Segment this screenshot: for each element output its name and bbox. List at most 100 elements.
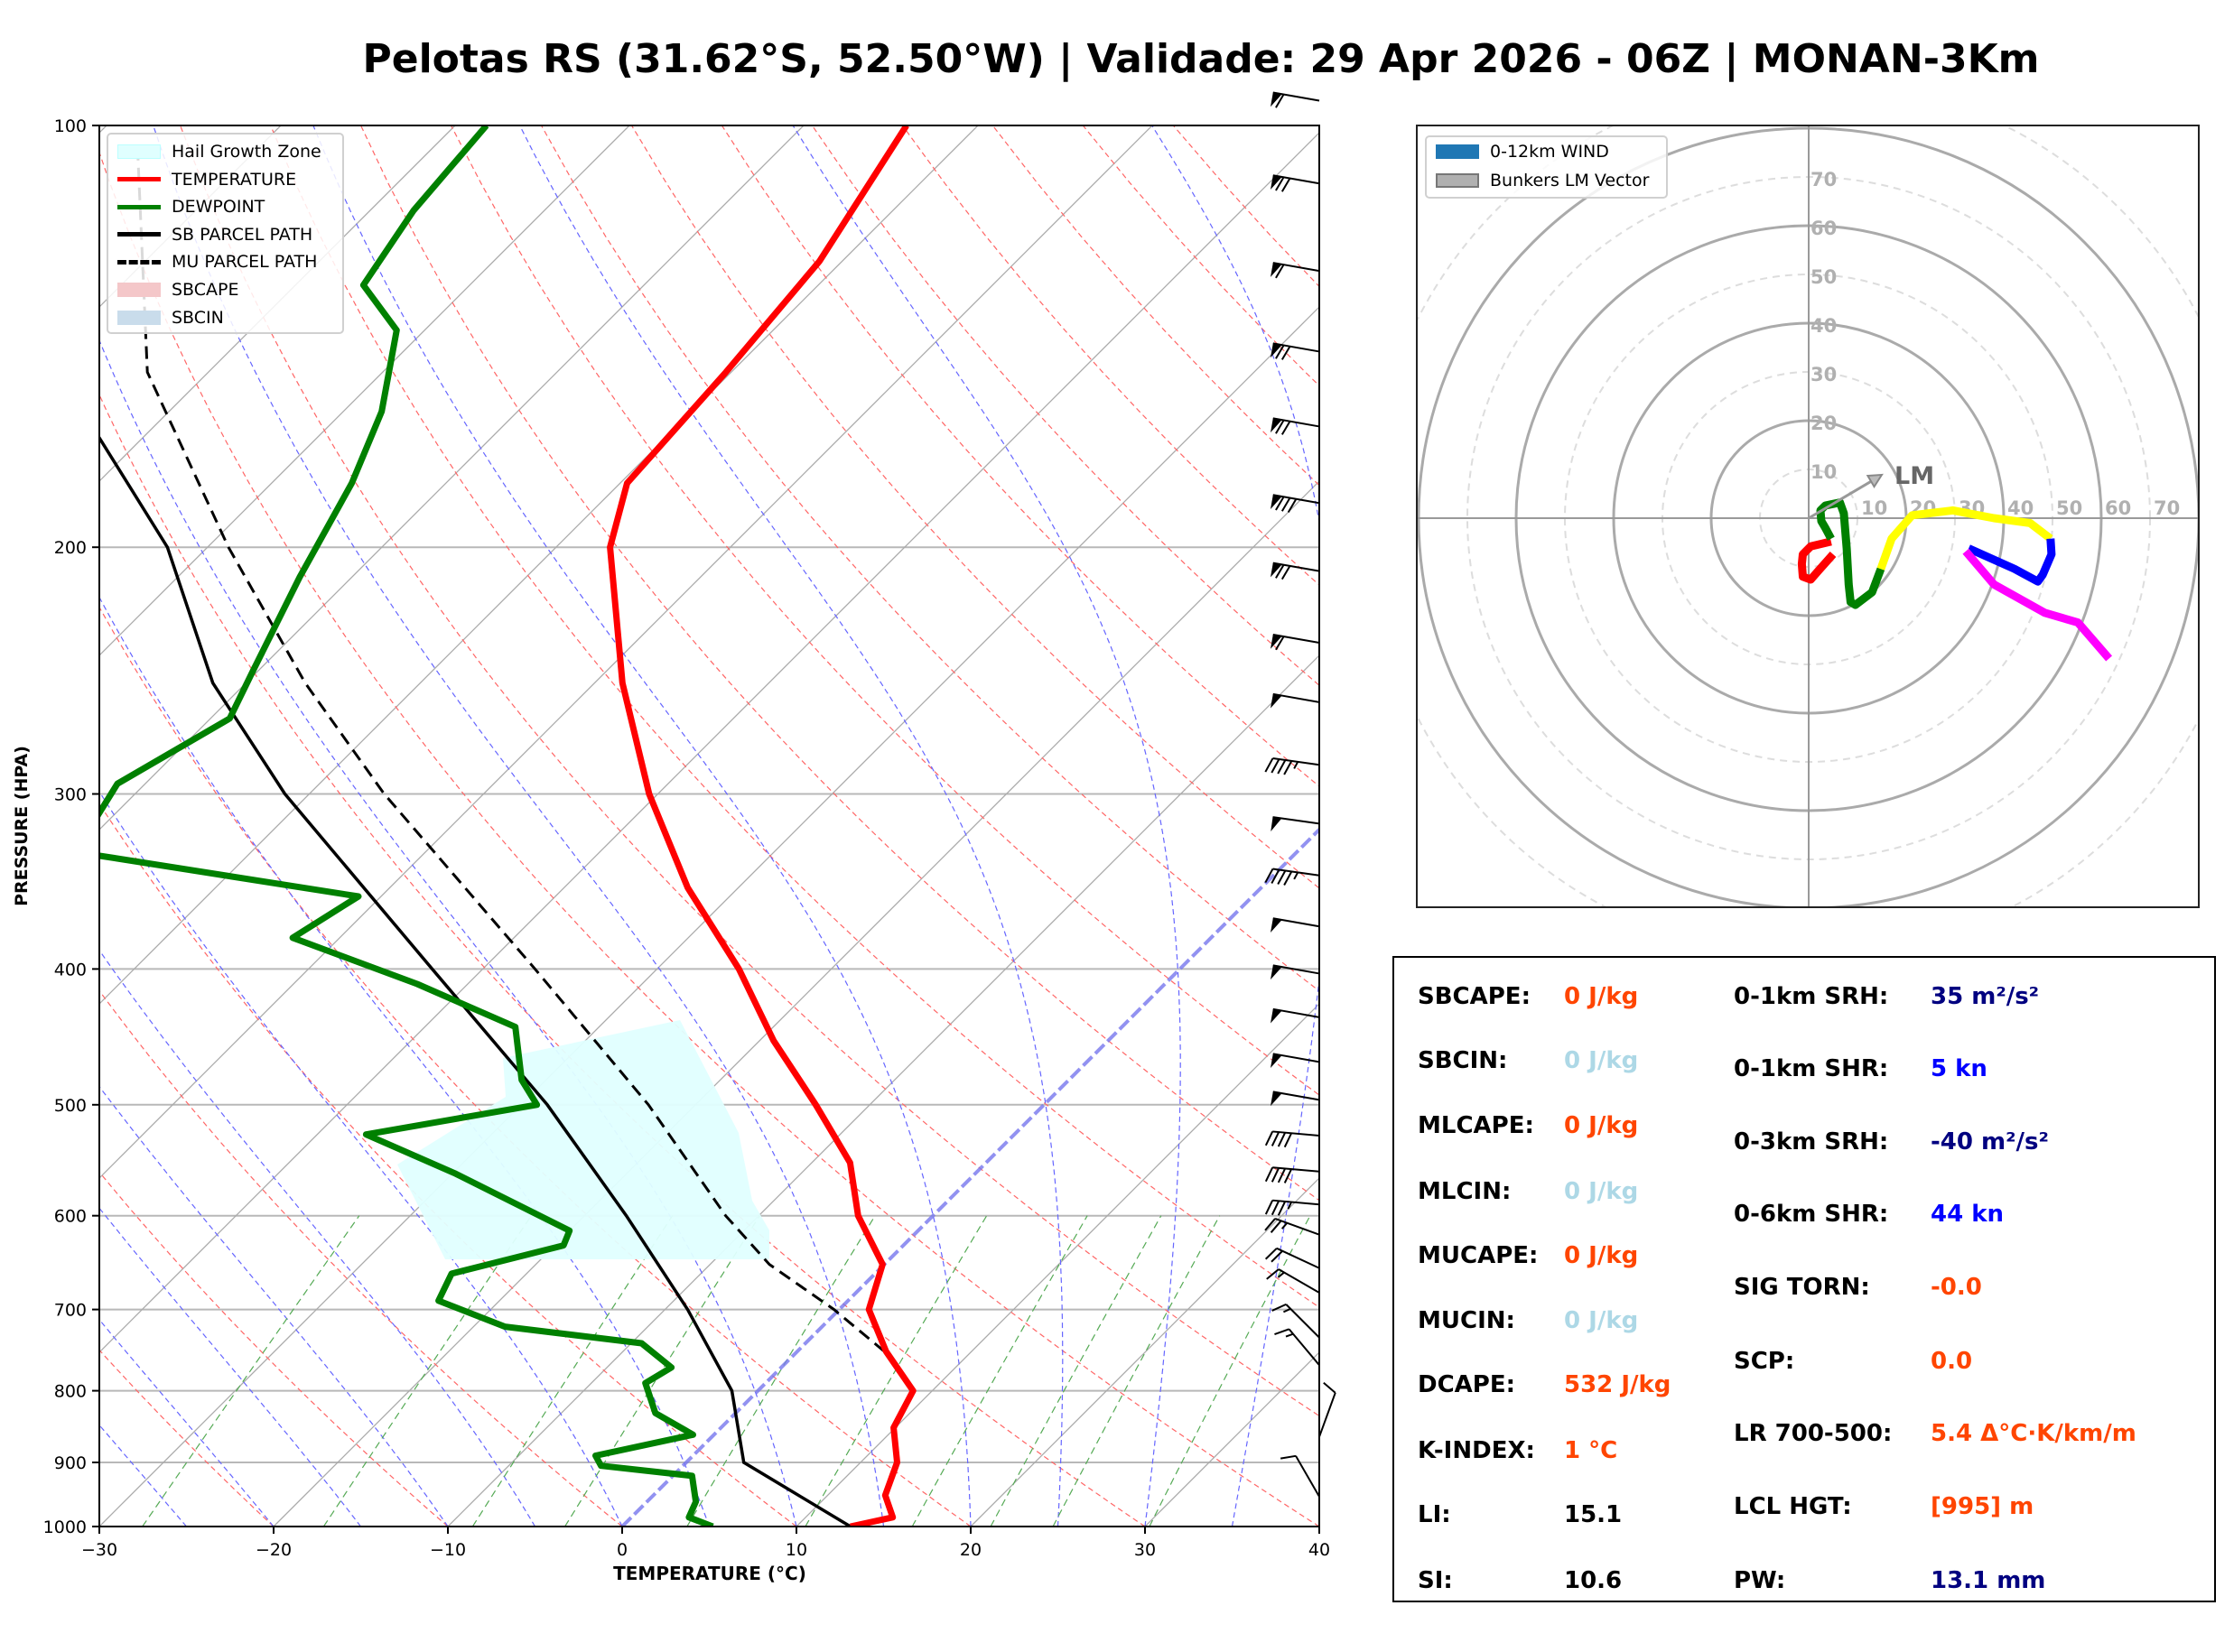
wind-barb (1271, 494, 1320, 513)
legend-item: 0-12km WIND (1427, 140, 1609, 163)
hodograph-trace (1876, 506, 2053, 571)
isotherm (99, 125, 805, 831)
barb-full (1271, 1167, 1280, 1183)
barb-full (1277, 1168, 1287, 1183)
moist-adiabat (1151, 125, 1319, 1527)
x-tick-label: 20 (960, 1540, 982, 1560)
stat-value: 13.1 mm (1931, 1567, 2046, 1594)
stat-value: 532 J/kg (1564, 1371, 1671, 1398)
barb-full (1271, 1200, 1280, 1216)
wind-barb (1271, 417, 1320, 435)
legend-label: TEMPERATURE (172, 169, 297, 190)
barb-staff (1272, 262, 1320, 273)
barb-full (1275, 264, 1285, 279)
legend-item: MU PARCEL PATH (108, 250, 317, 274)
barb-staff (1272, 342, 1320, 353)
stat-label: LI: (1418, 1501, 1451, 1528)
wind-barb (1318, 1381, 1336, 1438)
wind-barb (1264, 1217, 1320, 1236)
stat-label: 0-1km SRH: (1734, 983, 1889, 1010)
legend-label: Bunkers LM Vector (1490, 171, 1650, 190)
barb-full (1280, 346, 1291, 360)
barb-full (1323, 1381, 1336, 1394)
wind-barb (1271, 91, 1320, 108)
y-tick-label: 900 (54, 1453, 87, 1473)
stat-label: 0-1km SHR: (1734, 1055, 1889, 1082)
wind-barb (1271, 1303, 1320, 1339)
legend-label: SBCIN (172, 307, 224, 328)
barb-staff (1274, 1217, 1320, 1236)
barb-full (1274, 1328, 1289, 1335)
hodograph-frame (1416, 125, 2200, 908)
barb-full (1277, 1201, 1287, 1216)
mixing-ratio-line (911, 1215, 1088, 1527)
stat-value: 15.1 (1564, 1501, 1623, 1528)
dry-adiabat (540, 125, 1319, 992)
barb-staff (1272, 757, 1320, 766)
barb-full (1280, 565, 1291, 580)
wind-barb (1280, 1454, 1320, 1498)
wind-barb (1271, 1007, 1320, 1024)
isotherm (99, 125, 1153, 1179)
mixing-ratio-line (805, 1215, 988, 1527)
x-tick-label: 0 (617, 1540, 628, 1560)
legend-label: SB PARCEL PATH (172, 224, 313, 245)
wind-barb (1266, 1268, 1320, 1294)
barb-half (1282, 1307, 1291, 1313)
stat-label: SI: (1418, 1567, 1453, 1594)
barb-full (1283, 1168, 1293, 1183)
y-tick-label: 800 (54, 1382, 87, 1402)
ring-label-vertical: 10 (1810, 461, 1837, 483)
barb-full (1271, 1303, 1287, 1312)
y-tick-label: 300 (54, 784, 87, 804)
stat-label: SIG TORN: (1734, 1274, 1870, 1301)
stat-value: [995] m (1931, 1493, 2034, 1520)
legend-item: SBCAPE (108, 278, 239, 302)
barb-flag (1271, 175, 1282, 190)
ring-label-vertical: 50 (1810, 266, 1837, 288)
wind-barb (1271, 917, 1320, 933)
barb-full (1280, 1454, 1297, 1460)
hodograph-trace (1962, 548, 2113, 662)
moist-adiabat (99, 1319, 275, 1527)
barb-half (1280, 1222, 1289, 1230)
barb-staff (1272, 91, 1320, 102)
ring-label-vertical: 40 (1810, 315, 1837, 337)
stat-value: 35 m²/s² (1931, 983, 2040, 1010)
stat-value: 44 kn (1931, 1201, 2005, 1228)
barb-staff (1318, 1392, 1336, 1438)
hodograph-trace (1816, 498, 1885, 609)
barb-full (1277, 759, 1287, 775)
barb-staff (1272, 1199, 1320, 1206)
legend-swatch (117, 177, 161, 182)
barb-full (1275, 419, 1285, 434)
barb-full (1275, 564, 1285, 579)
barb-full (1264, 1248, 1278, 1260)
barb-full (1275, 496, 1285, 511)
barb-staff (1272, 1007, 1320, 1018)
chart-title: Pelotas RS (31.62°S, 52.50°W) | Validade… (362, 36, 2040, 82)
stat-label: 0-3km SRH: (1734, 1128, 1889, 1155)
mu-parcel-path (136, 154, 886, 1353)
barb-flag (1271, 418, 1282, 433)
wind-barb (1271, 1091, 1320, 1107)
mixing-ratio-line (1052, 1215, 1221, 1527)
barb-full (1271, 869, 1280, 885)
barb-flag (1271, 817, 1282, 831)
stat-label: MLCIN: (1418, 1178, 1512, 1205)
stat-value: 5.4 Δ°C·K/km/m (1931, 1420, 2136, 1447)
dry-adiabat (99, 1349, 275, 1527)
moist-adiabat (99, 949, 536, 1527)
stat-label: LCL HGT: (1734, 1493, 1852, 1520)
ring-label-horizontal: 50 (2056, 497, 2082, 519)
wind-barb (1264, 1166, 1320, 1183)
ring-label-horizontal: 60 (2105, 497, 2131, 519)
stat-value: 0.0 (1931, 1348, 1973, 1375)
skewt-background-lines (99, 125, 1319, 1527)
mixing-ratio-line (1149, 1215, 1311, 1527)
barb-full (1264, 1200, 1274, 1215)
stat-label: MLCAPE: (1418, 1112, 1534, 1139)
x-tick-label: 30 (1134, 1540, 1156, 1560)
legend-label: SBCAPE (172, 280, 239, 300)
moist-adiabat (99, 790, 623, 1527)
